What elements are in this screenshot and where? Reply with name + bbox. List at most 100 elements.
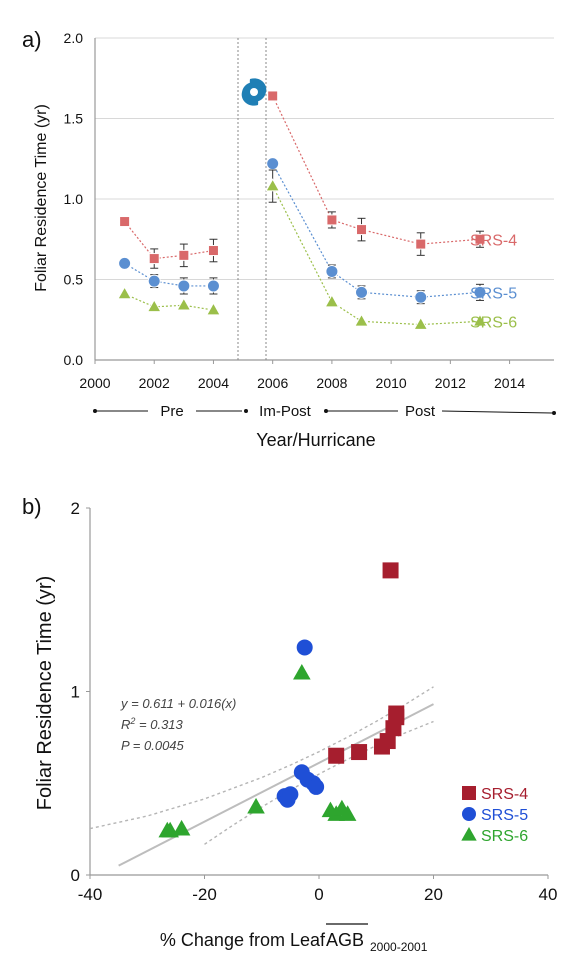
regression-equation: y = 0.611 + 0.016(x) R2 = 0.313 P = 0.00… <box>120 696 236 753</box>
fit-confidence-lower <box>204 720 434 845</box>
data-point-srs-5 <box>177 279 191 293</box>
y-tick-label: 0 <box>71 866 80 885</box>
data-point-srs-5 <box>266 157 280 171</box>
panel-b-y-ticks: 0 1 2 <box>71 499 90 885</box>
panel-a-series-labels: SRS-4 SRS-5 SRS-6 <box>470 232 517 331</box>
panel-a-series <box>117 90 488 330</box>
data-point-srs-6 <box>338 805 357 821</box>
panel-b-xlabel-sub: 2000-2001 <box>370 940 428 954</box>
series-label-srs-5: SRS-5 <box>470 285 517 302</box>
y-tick-label: 0.0 <box>64 352 84 368</box>
panel-b: b) Foliar Residence Time (yr) 0 1 2 -40 -20… <box>22 494 557 954</box>
y-tick-label: 1.0 <box>64 191 84 207</box>
series-line-srs-6 <box>124 293 214 311</box>
data-point-srs-4 <box>356 224 368 236</box>
x-tick-label: 2008 <box>316 375 347 391</box>
panel-a-y-ticks: 0.0 0.5 1.0 1.5 2.0 <box>64 30 84 368</box>
data-point-srs-6 <box>265 178 281 192</box>
panel-a-xlabel: Year/Hurricane <box>256 430 375 450</box>
x-tick-label: 40 <box>539 885 558 904</box>
data-point-srs-6 <box>146 298 162 313</box>
panel-a: a) Foliar Residence Time (yr) 0.0 0.5 1.0 1… <box>22 27 556 450</box>
data-point-srs-6 <box>472 313 488 327</box>
data-point-srs-5 <box>282 786 299 803</box>
data-point-srs-6 <box>247 797 265 814</box>
data-point-srs-4 <box>382 562 399 579</box>
p-value-line: P = 0.0045 <box>121 738 185 753</box>
y-tick-label: 1.5 <box>64 111 84 127</box>
data-point-srs-5 <box>296 639 313 656</box>
data-point-srs-6 <box>205 302 221 316</box>
series-line-srs-4 <box>124 221 214 260</box>
data-point-srs-4 <box>119 216 131 228</box>
legend-label-srs-5: SRS-5 <box>481 807 528 824</box>
data-point-srs-6 <box>117 286 133 300</box>
period-pre-label: Pre <box>160 403 183 420</box>
data-point-srs-6 <box>293 663 311 680</box>
data-point-srs-4 <box>328 747 345 764</box>
data-point-srs-4 <box>474 233 486 245</box>
data-point-srs-5 <box>414 290 428 304</box>
x-tick-label: 2012 <box>435 375 466 391</box>
x-tick-label: 2006 <box>257 375 288 391</box>
panel-b-legend: SRS-4 SRS-5 SRS-6 <box>461 786 528 845</box>
data-point-srs-5 <box>355 285 369 299</box>
panel-b-x-ticks: -40 -20 0 20 40 <box>78 875 558 904</box>
data-point-srs-4 <box>148 253 160 265</box>
panel-b-series <box>158 562 405 838</box>
panel-a-ylabel: Foliar Residence Time (yr) <box>33 104 50 292</box>
x-tick-label: 20 <box>424 885 443 904</box>
x-tick-label: 2004 <box>198 375 229 391</box>
data-point-srs-5 <box>147 274 161 288</box>
legend-marker-srs-5 <box>462 807 476 821</box>
data-point-srs-6 <box>176 297 192 311</box>
data-point-srs-4 <box>267 90 279 102</box>
legend-label-srs-4: SRS-4 <box>481 786 528 803</box>
panel-b-label: b) <box>22 494 42 519</box>
data-point-srs-4 <box>351 744 368 761</box>
r-squared-line: R2 = 0.313 <box>121 716 184 732</box>
data-point-srs-4 <box>326 214 338 226</box>
data-point-srs-5 <box>308 778 325 795</box>
x-tick-label: 2000 <box>79 375 110 391</box>
data-point-srs-5 <box>118 256 132 270</box>
series-label-srs-6: SRS-6 <box>470 314 517 331</box>
data-point-srs-4 <box>207 245 219 257</box>
period-timeline: Pre Im-Post Post <box>93 403 556 420</box>
period-impost-label: Im-Post <box>259 403 312 420</box>
data-point-srs-4 <box>379 733 396 750</box>
data-point-srs-4 <box>388 705 405 722</box>
legend-marker-srs-6 <box>461 826 477 841</box>
panel-b-ylabel: Foliar Residence Time (yr) <box>34 576 56 811</box>
data-point-srs-5 <box>325 264 339 278</box>
data-point-srs-4 <box>178 249 190 261</box>
series-label-srs-4: SRS-4 <box>470 232 517 249</box>
panel-a-gridlines <box>95 37 554 280</box>
panel-a-label: a) <box>22 27 42 52</box>
series-line-srs-5 <box>272 163 481 298</box>
x-tick-label: 2010 <box>376 375 407 391</box>
x-tick-label: 0 <box>314 885 323 904</box>
data-point-srs-5 <box>206 279 220 293</box>
x-tick-label: -20 <box>192 885 217 904</box>
period-post-label: Post <box>405 403 436 420</box>
y-tick-label: 2.0 <box>64 30 84 46</box>
x-tick-label: 2002 <box>139 375 170 391</box>
panel-b-xlabel: % Change from Leaf AGB 2000-2001 <box>160 923 428 954</box>
timeline-segment <box>441 410 553 414</box>
panel-a-x-ticks: 2000 2002 2004 2006 2008 2010 2012 2014 <box>79 360 525 391</box>
data-point-srs-5 <box>473 285 487 299</box>
regression-line <box>118 703 434 867</box>
series-line-srs-6 <box>272 185 481 326</box>
x-tick-label: 2014 <box>494 375 525 391</box>
y-tick-label: 1 <box>71 683 80 702</box>
series-line-srs-5 <box>124 262 214 287</box>
legend-marker-srs-4 <box>462 786 476 800</box>
y-tick-label: 0.5 <box>64 272 84 288</box>
x-tick-label: -40 <box>78 885 103 904</box>
panel-b-xlabel-agb: AGB <box>326 930 364 950</box>
y-tick-label: 2 <box>71 499 80 518</box>
legend-label-srs-6: SRS-6 <box>481 828 528 845</box>
data-point-srs-6 <box>413 316 429 330</box>
